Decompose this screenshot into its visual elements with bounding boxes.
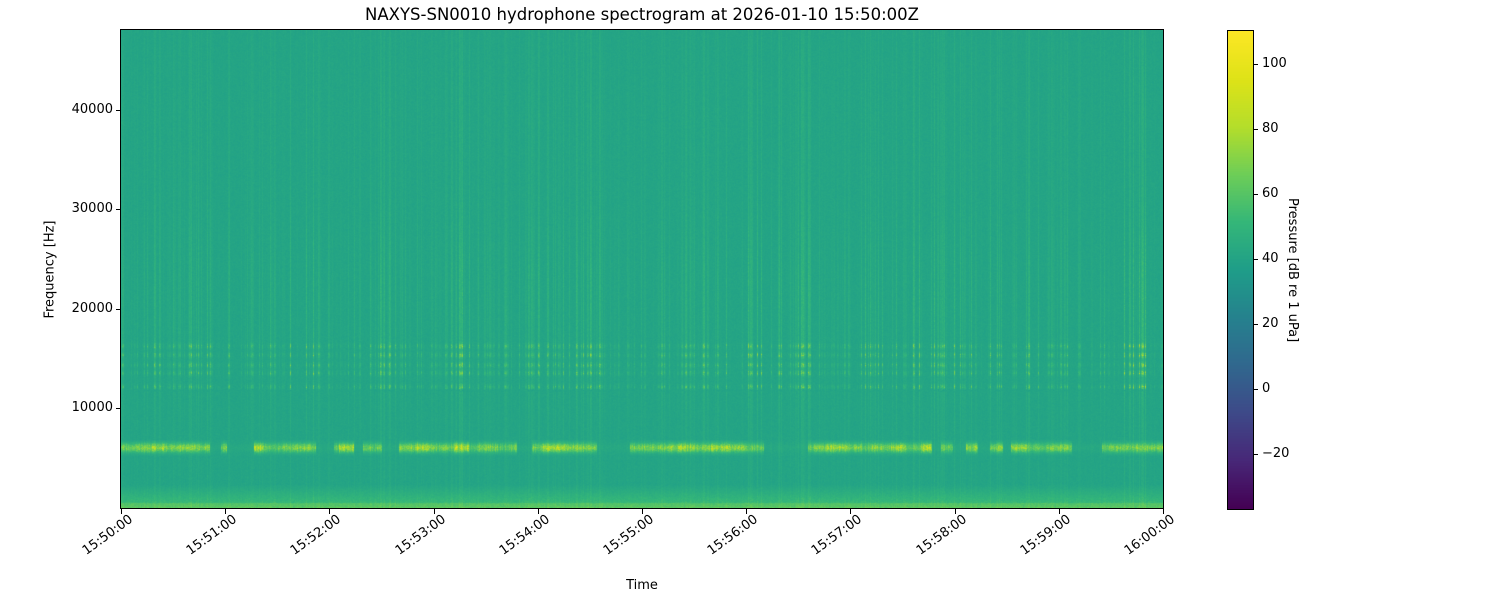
plot-frame (120, 29, 1164, 509)
spectrogram-image (121, 30, 1163, 508)
x-tick-label: 15:54:00 (496, 512, 553, 559)
y-tick-mark (116, 209, 121, 210)
colorbar-tick-label: 0 (1262, 381, 1271, 396)
x-tick-label: 15:52:00 (287, 512, 344, 559)
x-tick-label: 16:00:00 (1121, 512, 1178, 559)
x-tick-mark (746, 509, 747, 514)
chart-title: NAXYS-SN0010 hydrophone spectrogram at 2… (365, 5, 919, 24)
colorbar (1227, 30, 1254, 510)
x-tick-mark (434, 509, 435, 514)
x-tick-mark (642, 509, 643, 514)
y-tick-label: 40000 (71, 102, 113, 117)
colorbar-tick-mark (1254, 389, 1258, 390)
colorbar-tick-mark (1254, 64, 1258, 65)
colorbar-tick-label: 60 (1262, 186, 1279, 201)
x-tick-label: 15:56:00 (704, 512, 761, 559)
x-tick-mark (1163, 509, 1164, 514)
x-tick-mark (538, 509, 539, 514)
colorbar-tick-label: 20 (1262, 316, 1279, 331)
x-tick-mark (121, 509, 122, 514)
x-tick-label: 15:57:00 (808, 512, 865, 559)
x-tick-mark (955, 509, 956, 514)
x-tick-label: 15:51:00 (183, 512, 240, 559)
colorbar-tick-mark (1254, 454, 1258, 455)
colorbar-tick-mark (1254, 194, 1258, 195)
x-tick-label: 15:53:00 (392, 512, 449, 559)
colorbar-label: Pressure [dB re 1 uPa] (1285, 197, 1300, 343)
x-tick-label: 15:59:00 (1017, 512, 1074, 559)
x-tick-mark (225, 509, 226, 514)
colorbar-tick-label: −20 (1262, 446, 1290, 461)
x-tick-mark (850, 509, 851, 514)
colorbar-tick-label: 80 (1262, 121, 1279, 136)
y-tick-label: 20000 (71, 301, 113, 316)
x-tick-label: 15:58:00 (913, 512, 970, 559)
colorbar-tick-mark (1254, 259, 1258, 260)
colorbar-tick-mark (1254, 129, 1258, 130)
x-tick-mark (329, 509, 330, 514)
x-tick-label: 15:50:00 (79, 512, 136, 559)
colorbar-gradient (1228, 31, 1253, 509)
y-tick-mark (116, 408, 121, 409)
colorbar-tick-label: 40 (1262, 251, 1279, 266)
y-tick-mark (116, 309, 121, 310)
y-tick-mark (116, 110, 121, 111)
x-axis-label: Time (626, 578, 658, 593)
x-tick-mark (1059, 509, 1060, 514)
x-tick-label: 15:55:00 (600, 512, 657, 559)
y-tick-label: 30000 (71, 201, 113, 216)
colorbar-tick-label: 100 (1262, 56, 1287, 71)
y-tick-label: 10000 (71, 400, 113, 415)
colorbar-tick-mark (1254, 324, 1258, 325)
